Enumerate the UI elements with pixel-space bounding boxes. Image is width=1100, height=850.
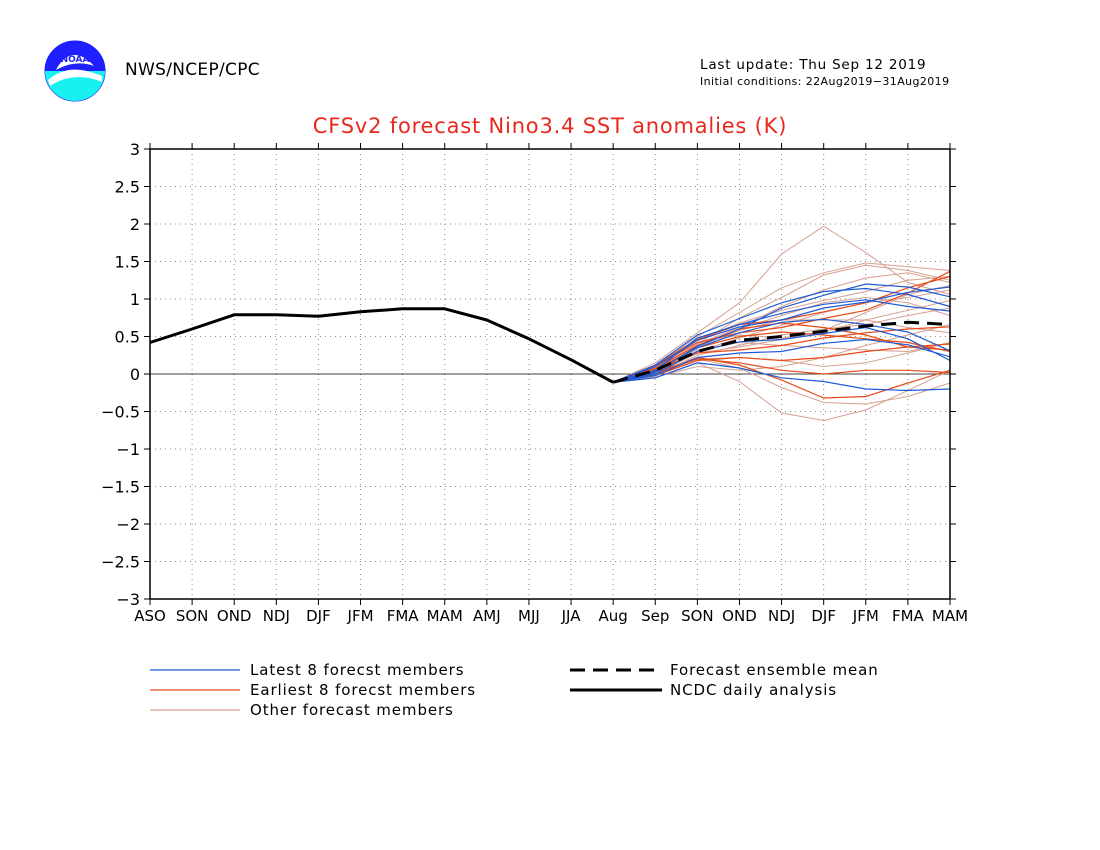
other-member-line (612, 225, 951, 383)
y-tick-label: −1.5 (101, 478, 140, 497)
x-tick-label: SON (176, 607, 209, 625)
y-tick-label: 2 (130, 215, 140, 234)
main-lines (149, 307, 951, 384)
y-tick-label: −0.5 (101, 403, 140, 422)
x-tick-label: MAM (427, 607, 463, 625)
x-tick-label: DJF (306, 607, 331, 625)
y-tick-label: 2.5 (115, 178, 140, 197)
grid (150, 149, 950, 599)
earliest-member-line (613, 356, 951, 399)
analysis-line (149, 307, 614, 384)
x-tick-label: DJF (811, 607, 836, 625)
latest-member-line (613, 299, 951, 383)
legend-label-other: Other forecast members (250, 701, 454, 719)
y-tick-label: 0 (130, 365, 140, 384)
y-tick-label: 0.5 (115, 328, 140, 347)
x-tick-label: FMA (387, 607, 420, 625)
x-tick-label: OND (217, 607, 252, 625)
y-tick-label: −2.5 (101, 553, 140, 572)
initial-conditions: Initial conditions: 22Aug2019−31Aug2019 (700, 75, 950, 88)
x-tick-label: ASO (134, 607, 166, 625)
latest-member-line (612, 287, 951, 383)
y-tick-label: 1 (130, 290, 140, 309)
latest-member-line (613, 362, 951, 392)
x-tick-label: MJJ (518, 607, 540, 625)
y-tick-label: 3 (130, 140, 140, 159)
earliest-member-line (613, 358, 951, 383)
x-tick-label: JJA (561, 607, 582, 625)
noaa-logo-text: NOAA (61, 55, 90, 65)
x-tick-label: OND (722, 607, 757, 625)
earliest-member-line (613, 343, 951, 383)
legend (150, 668, 662, 711)
last-update: Last update: Thu Sep 12 2019 (700, 57, 927, 73)
x-tick-label: JFM (852, 607, 879, 625)
latest-member-line (613, 326, 951, 383)
latest-member-line (612, 286, 951, 383)
y-tick-label: −1 (116, 440, 140, 459)
noaa-logo: NOAA (44, 40, 106, 102)
legend-label-earliest: Earliest 8 forecst members (250, 681, 476, 699)
y-tick-label: 1.5 (115, 253, 140, 272)
x-tick-label: SON (681, 607, 714, 625)
y-tick-label: −3 (116, 590, 140, 609)
x-tick-label: FMA (892, 607, 925, 625)
other-member-line (613, 324, 951, 383)
x-tick-label: AMJ (473, 607, 501, 625)
x-tick-label: NDJ (263, 607, 290, 625)
y-tick-label: −2 (116, 515, 140, 534)
forecast-members (612, 225, 951, 422)
x-tick-label: JFM (347, 607, 374, 625)
legend-label-mean: Forecast ensemble mean (670, 661, 879, 679)
latest-member-line (613, 338, 951, 383)
earliest-member-line (613, 331, 951, 383)
x-tick-label: Sep (641, 607, 669, 625)
legend-label-analysis: NCDC daily analysis (670, 681, 838, 699)
org-label: NWS/NCEP/CPC (125, 60, 260, 80)
x-tick-label: NDJ (768, 607, 795, 625)
x-tick-label: MAM (932, 607, 968, 625)
earliest-member-line (612, 270, 951, 383)
chart-title: CFSv2 forecast Nino3.4 SST anomalies (K) (312, 114, 788, 138)
ensemble-mean-line (612, 320, 951, 384)
legend-label-latest: Latest 8 forecst members (250, 661, 465, 679)
x-tick-label: Aug (599, 607, 628, 625)
